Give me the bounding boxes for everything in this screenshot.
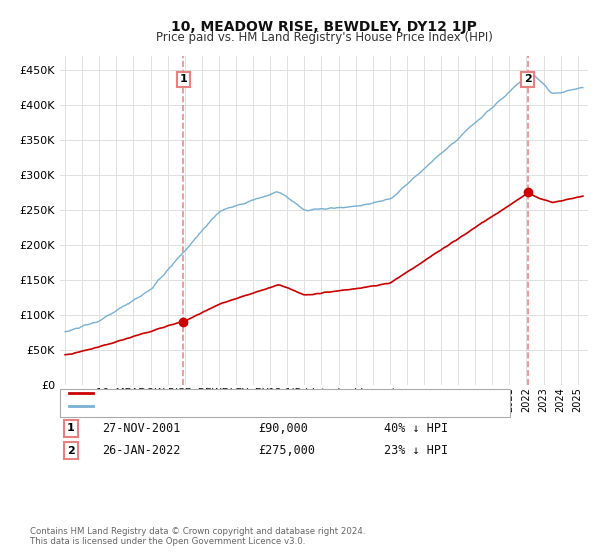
Text: 1: 1 <box>67 423 74 433</box>
Text: 1: 1 <box>179 74 187 85</box>
Text: 27-NOV-2001: 27-NOV-2001 <box>102 422 181 435</box>
Text: 10, MEADOW RISE, BEWDLEY, DY12 1JP: 10, MEADOW RISE, BEWDLEY, DY12 1JP <box>171 20 477 34</box>
Text: 26-JAN-2022: 26-JAN-2022 <box>102 444 181 458</box>
Text: £275,000: £275,000 <box>258 444 315 458</box>
Text: 2: 2 <box>524 74 532 85</box>
Text: 2: 2 <box>67 446 74 456</box>
Text: 23% ↓ HPI: 23% ↓ HPI <box>384 444 448 458</box>
Text: 10, MEADOW RISE, BEWDLEY, DY12 1JP (detached house): 10, MEADOW RISE, BEWDLEY, DY12 1JP (deta… <box>96 388 396 398</box>
Text: 40% ↓ HPI: 40% ↓ HPI <box>384 422 448 435</box>
Text: £90,000: £90,000 <box>258 422 308 435</box>
Text: Contains HM Land Registry data © Crown copyright and database right 2024.
This d: Contains HM Land Registry data © Crown c… <box>30 526 365 546</box>
Text: Price paid vs. HM Land Registry's House Price Index (HPI): Price paid vs. HM Land Registry's House … <box>155 31 493 44</box>
Text: HPI: Average price, detached house, Wyre Forest: HPI: Average price, detached house, Wyre… <box>96 401 351 411</box>
